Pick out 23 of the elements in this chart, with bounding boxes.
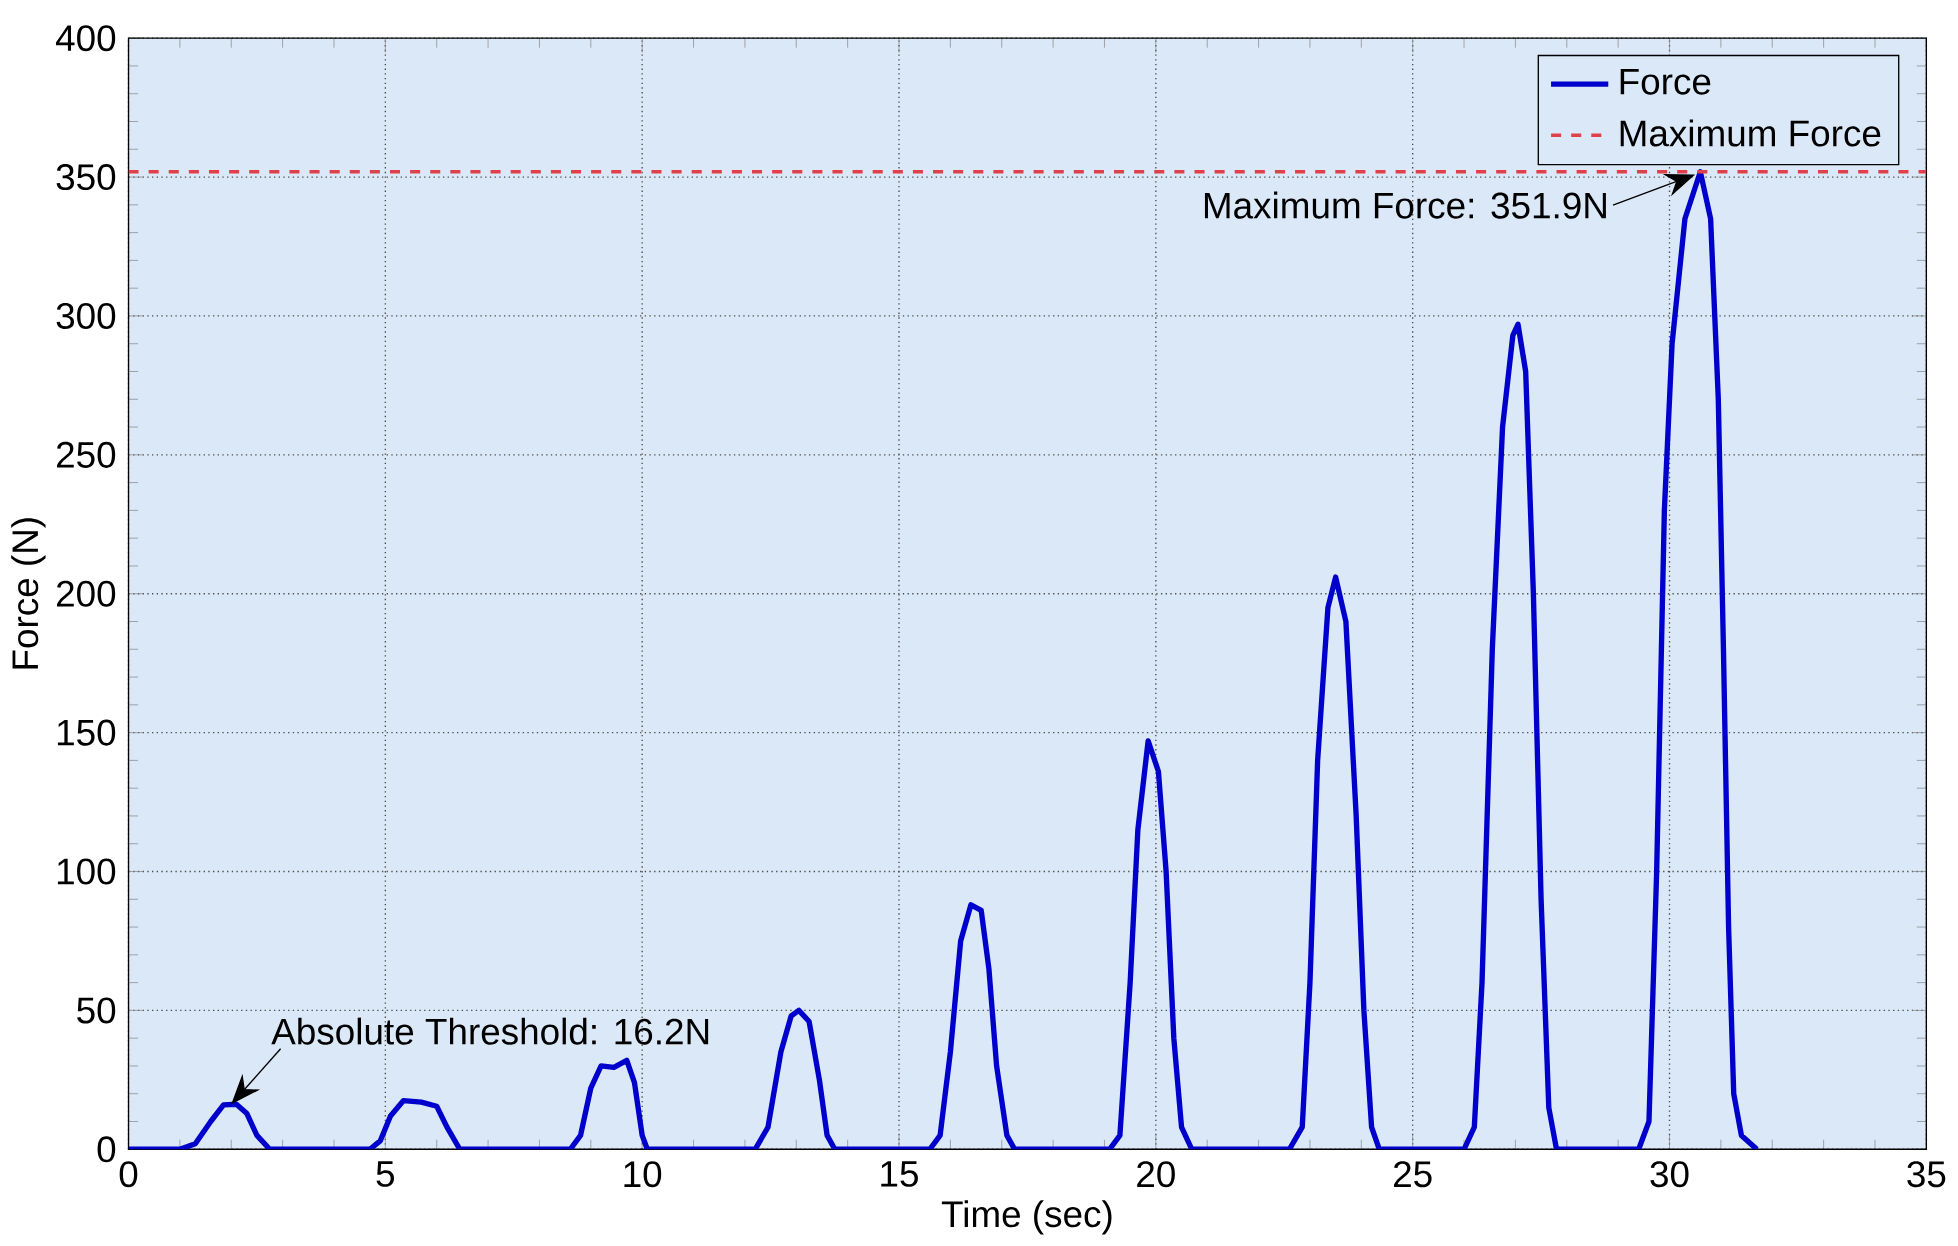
y-tick-label: 150 bbox=[57, 719, 116, 746]
legend-label: Maximum Force bbox=[1620, 119, 1881, 147]
x-tick-label: 10 bbox=[624, 1161, 662, 1188]
annotation: Maximum Force: 351.9N bbox=[1204, 191, 1606, 219]
x-axis-title: Time (sec) bbox=[941, 1200, 1112, 1235]
x-tick-label: 15 bbox=[881, 1161, 918, 1188]
x-tick-label: 35 bbox=[1907, 1161, 1946, 1188]
y-tick-label: 300 bbox=[56, 303, 116, 330]
y-tick-label: 100 bbox=[57, 858, 116, 885]
x-tick-label: 25 bbox=[1394, 1161, 1432, 1188]
y-tick-label: 50 bbox=[77, 997, 116, 1024]
x-tick-label: 20 bbox=[1137, 1161, 1175, 1188]
y-tick-label: 400 bbox=[55, 25, 116, 52]
annotation: Absolute Threshold: 16.2N bbox=[271, 1017, 709, 1045]
y-tick-label: 200 bbox=[56, 580, 116, 607]
x-tick-label: 0 bbox=[119, 1161, 138, 1188]
y-tick-label: 0 bbox=[97, 1136, 116, 1163]
x-tick-label: 5 bbox=[376, 1161, 395, 1188]
y-tick-label: 350 bbox=[56, 164, 116, 191]
x-tick-label: 30 bbox=[1650, 1161, 1689, 1188]
y-tick-label: 250 bbox=[56, 441, 116, 469]
legend-label: Force bbox=[1620, 69, 1711, 95]
y-axis-title: Force (N) bbox=[11, 518, 46, 669]
